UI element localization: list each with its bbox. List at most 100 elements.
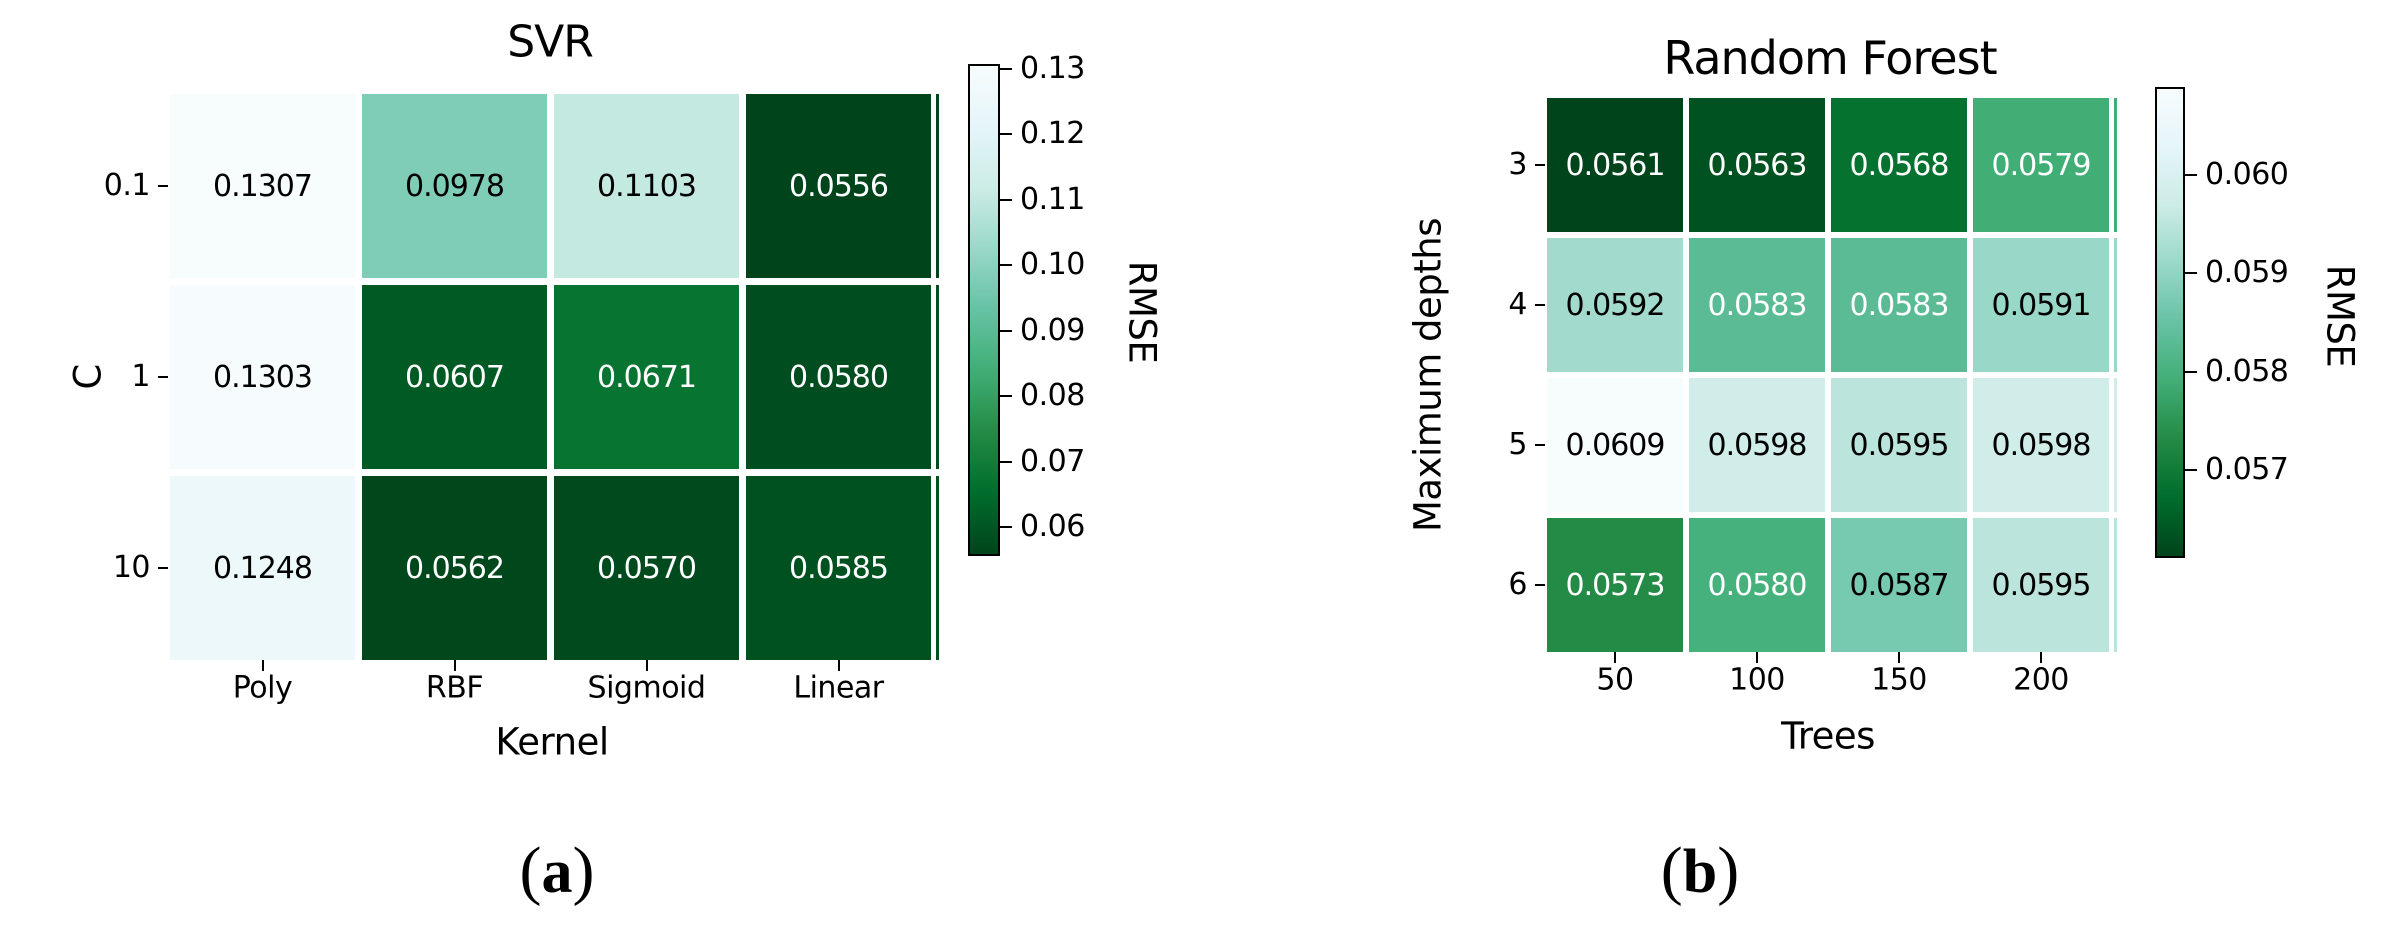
x-tickmark: [1756, 652, 1758, 663]
x-tick-label: 150: [1871, 662, 1927, 698]
heatmap-edge-line: [936, 476, 939, 660]
heatmap-cell: 0.0598: [1689, 378, 1825, 512]
svr-y-axis-label: C: [66, 364, 110, 390]
heatmap-cell: 0.0978: [362, 94, 547, 278]
heatmap-cell: 0.0598: [1973, 378, 2109, 512]
y-tick-label: 0.1: [103, 167, 151, 203]
heatmap-cell: 0.0583: [1689, 238, 1825, 372]
y-tickmark: [1535, 584, 1545, 586]
heatmap-cell: 0.0585: [746, 476, 931, 660]
colorbar-tickmark: [1000, 67, 1012, 70]
heatmap-cell: 0.0563: [1689, 98, 1825, 232]
colorbar-tick-label: 0.059: [2205, 255, 2289, 291]
y-tickmark: [1535, 444, 1545, 446]
colorbar-tickmark: [2185, 174, 2197, 177]
panel-svr-title: SVR: [507, 16, 594, 68]
heatmap-edge-line: [2114, 238, 2117, 372]
x-tick-label: Poly: [232, 670, 293, 706]
heatmap-cell: 0.1103: [554, 94, 739, 278]
rf-colorbar-label: RMSE: [2318, 264, 2362, 368]
y-tick-label: 3: [1508, 146, 1527, 182]
colorbar-tickmark: [1000, 460, 1012, 463]
colorbar-tickmark: [1000, 395, 1012, 398]
heatmap-cell: 0.0671: [554, 285, 739, 469]
y-tickmark: [158, 567, 168, 569]
heatmap-cell: 0.0573: [1547, 518, 1683, 652]
rf-x-axis-label: Trees: [1781, 714, 1875, 758]
caption-b: (b): [1661, 833, 1739, 909]
colorbar-tick-label: 0.08: [1020, 377, 1085, 413]
colorbar-tickmark: [1000, 526, 1012, 529]
heatmap-cell: 0.0570: [554, 476, 739, 660]
colorbar-tick-label: 0.11: [1020, 181, 1085, 217]
y-tickmark: [1535, 304, 1545, 306]
y-tick-label: 1: [131, 358, 150, 394]
svr-colorbar: [968, 64, 1000, 556]
heatmap-cell: 0.0583: [1831, 238, 1967, 372]
colorbar-tickmark: [2185, 468, 2197, 471]
x-tickmark: [453, 660, 456, 671]
colorbar-tickmark: [1000, 329, 1012, 332]
colorbar-tickmark: [1000, 198, 1012, 201]
heatmap-edge-line: [936, 94, 939, 278]
y-tickmark: [158, 185, 168, 187]
heatmap-cell: 0.0580: [746, 285, 931, 469]
heatmap-edge-line: [2114, 98, 2117, 232]
y-tick-label: 5: [1508, 426, 1527, 462]
x-tickmark: [1614, 652, 1616, 663]
x-tick-label: 200: [2013, 662, 2069, 698]
y-tickmark: [1535, 164, 1545, 166]
heatmap-cell: 0.0568: [1831, 98, 1967, 232]
caption-b-open: (: [1660, 834, 1683, 907]
x-tick-label: 100: [1729, 662, 1785, 698]
heatmap-cell: 0.0562: [362, 476, 547, 660]
y-tick-label: 6: [1508, 566, 1527, 602]
heatmap-cell: 0.0607: [362, 285, 547, 469]
heatmap-cell: 0.1303: [170, 285, 355, 469]
x-tickmark: [645, 660, 648, 671]
heatmap-cell: 0.0592: [1547, 238, 1683, 372]
colorbar-tick-label: 0.057: [2205, 451, 2289, 487]
heatmap-cell: 0.0580: [1689, 518, 1825, 652]
x-tick-label: 50: [1596, 662, 1634, 698]
heatmap-edge-line: [936, 285, 939, 469]
heatmap-cell: 0.0609: [1547, 378, 1683, 512]
heatmap-edge-line: [2114, 518, 2117, 652]
colorbar-tick-label: 0.13: [1020, 50, 1085, 86]
x-tickmark: [837, 660, 840, 671]
colorbar-tick-label: 0.07: [1020, 443, 1085, 479]
colorbar-tickmark: [1000, 133, 1012, 136]
heatmap-cell: 0.0556: [746, 94, 931, 278]
colorbar-tickmark: [1000, 264, 1012, 267]
heatmap-cell: 0.1248: [170, 476, 355, 660]
panel-rf-title: Random Forest: [1663, 31, 1997, 85]
x-tickmark: [261, 660, 264, 671]
x-tick-label: Linear: [793, 670, 884, 706]
x-tickmark: [2040, 652, 2042, 663]
svr-colorbar-label: RMSE: [1120, 260, 1164, 364]
x-tickmark: [1898, 652, 1900, 663]
y-tick-label: 4: [1508, 286, 1527, 322]
colorbar-tick-label: 0.06: [1020, 508, 1085, 544]
y-tickmark: [158, 376, 168, 378]
colorbar-tick-label: 0.060: [2205, 157, 2289, 193]
colorbar-tick-label: 0.058: [2205, 353, 2289, 389]
colorbar-tick-label: 0.12: [1020, 115, 1085, 151]
caption-b-letter: b: [1682, 838, 1718, 906]
colorbar-tick-label: 0.09: [1020, 312, 1085, 348]
rf-y-axis-label: Maximum depths: [1406, 217, 1450, 533]
heatmap-edge-line: [2114, 378, 2117, 512]
caption-b-close: ): [1717, 834, 1740, 907]
y-tick-label: 10: [112, 549, 151, 585]
heatmap-cell: 0.1307: [170, 94, 355, 278]
heatmap-cell: 0.0591: [1973, 238, 2109, 372]
colorbar-tickmark: [2185, 272, 2197, 275]
caption-a-open: (: [519, 834, 542, 907]
colorbar-tick-label: 0.10: [1020, 246, 1085, 282]
heatmap-cell: 0.0579: [1973, 98, 2109, 232]
x-tick-label: Sigmoid: [587, 670, 706, 706]
heatmap-cell: 0.0595: [1831, 378, 1967, 512]
heatmap-cell: 0.0587: [1831, 518, 1967, 652]
caption-a-close: ): [572, 834, 595, 907]
